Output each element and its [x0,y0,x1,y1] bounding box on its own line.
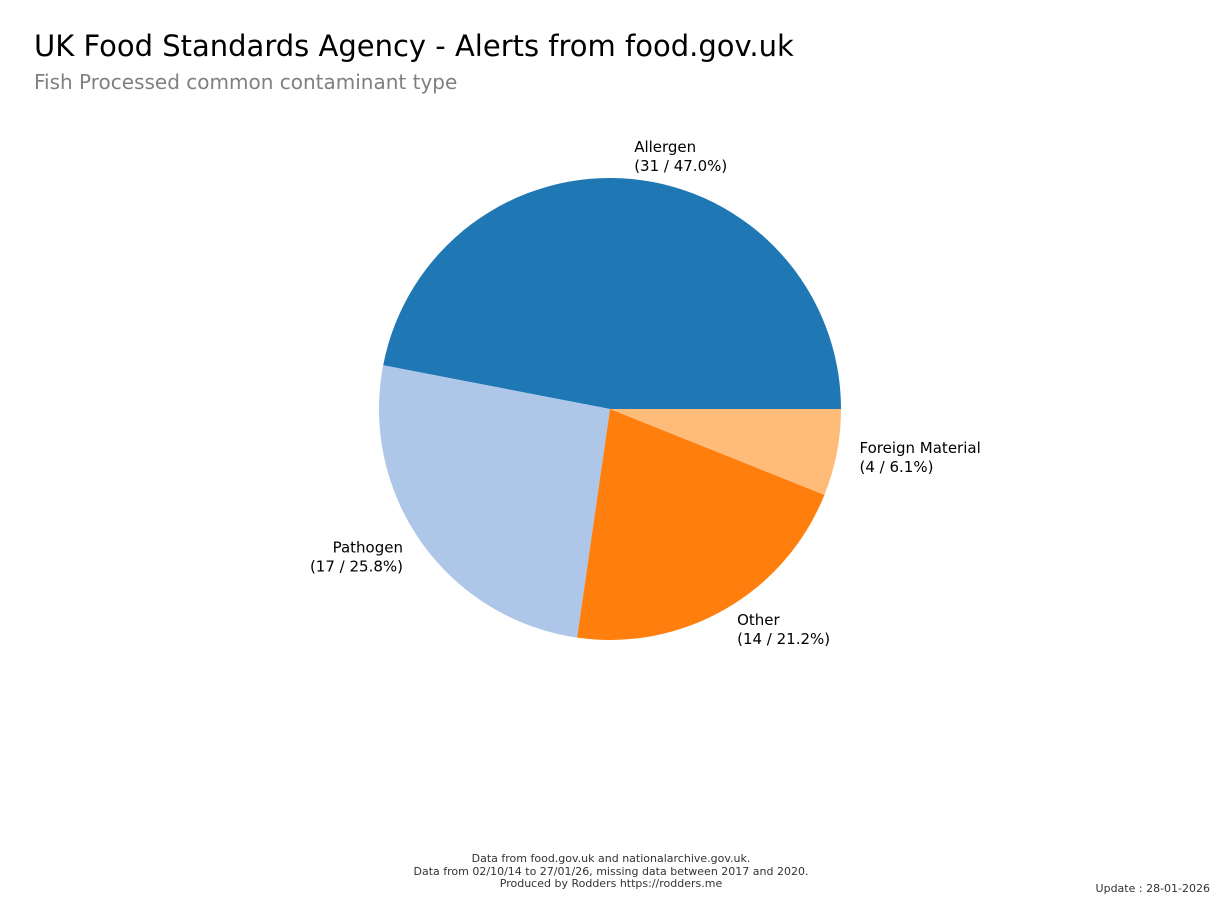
footer-line-date-range: Data from 02/10/14 to 27/01/26, missing … [413,864,809,878]
footer-line-credit: Produced by Rodders https://rodders.me [499,877,723,890]
footer-line-source: Data from food.gov.uk and nationalarchiv… [471,852,751,865]
slice-category-label: Allergen [634,138,696,156]
slice-category-label: Foreign Material [860,439,981,457]
slice-value-label: (14 / 21.2%) [737,630,830,648]
update-date: Update : 28-01-2026 [1095,882,1210,895]
slice-value-label: (4 / 6.1%) [860,458,934,476]
slice-label-allergen: Allergen (31 / 47.0%) [634,138,727,175]
slice-category-label: Other [737,611,780,629]
pie-slice-other [577,409,825,640]
slice-value-label: (17 / 25.8%) [310,557,403,575]
slice-label-pathogen: Pathogen (17 / 25.8%) [310,538,403,575]
chart-title: UK Food Standards Agency - Alerts from f… [34,29,794,63]
slice-label-other: Other (14 / 21.2%) [737,611,830,648]
chart-subtitle: Fish Processed common contaminant type [34,70,458,94]
slice-category-label: Pathogen [333,538,403,556]
pie-slice-pathogen [378,365,610,638]
pie-slice-allergen [383,177,841,409]
data-source-footer: Data from food.gov.uk and nationalarchiv… [0,852,1220,891]
slice-label-foreign-material: Foreign Material (4 / 6.1%) [860,439,981,476]
pie-slice-foreign-material [610,409,841,495]
slice-value-label: (31 / 47.0%) [634,157,727,175]
